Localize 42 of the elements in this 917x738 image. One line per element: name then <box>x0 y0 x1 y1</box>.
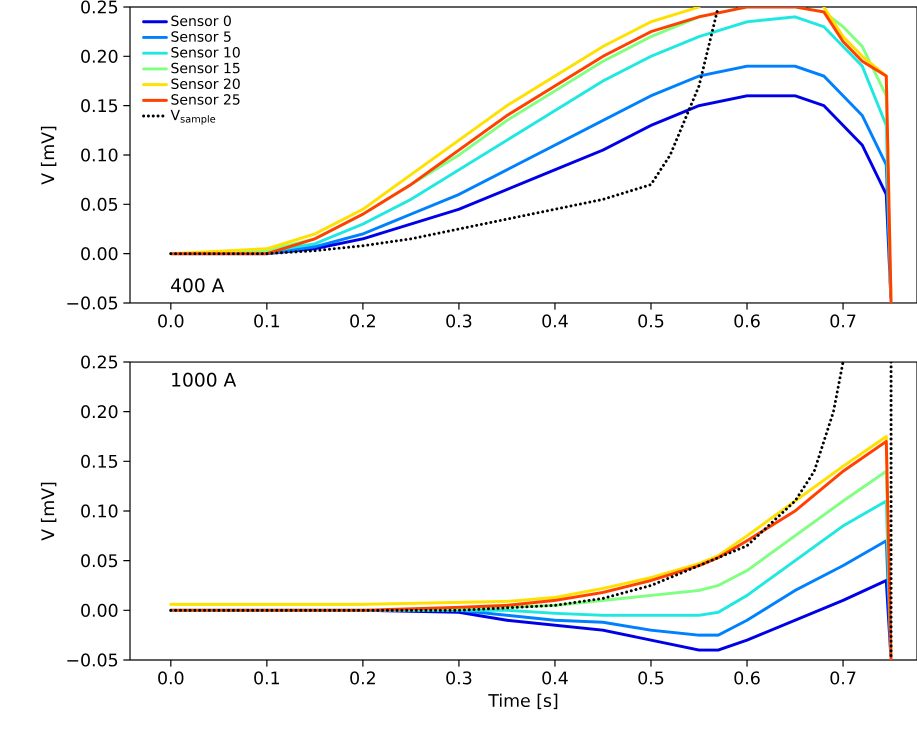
x-tick-label: 0.1 <box>254 314 280 328</box>
y-tick-label: 0.10 <box>81 504 118 518</box>
x-tick-label: 0.2 <box>350 314 375 328</box>
legend-label: Sensor 15 <box>171 62 240 74</box>
y-tick-label: 0.05 <box>81 198 118 211</box>
y-tick-label: −0.05 <box>67 296 118 310</box>
y-tick-label: 0.00 <box>81 247 118 260</box>
y-tick-label: 0.00 <box>81 604 118 617</box>
x-tick-label: 0.0 <box>158 671 184 684</box>
y-tick-label: 0.25 <box>81 0 118 14</box>
x-tick-label: 0.6 <box>734 314 760 328</box>
x-tick-label: 0.1 <box>254 671 280 684</box>
legend-label: Sensor 5 <box>171 31 231 42</box>
x-tick-label: 0.3 <box>446 314 472 328</box>
x-tick-label: 0.5 <box>638 314 664 328</box>
legend-label: Sensor 10 <box>171 46 240 58</box>
y-tick-label: 0.05 <box>81 554 118 568</box>
legend-label: V$_{sample}$ <box>170 110 216 125</box>
legend-label: Sensor 25 <box>171 94 240 105</box>
y-tick-label: 0.20 <box>81 405 118 418</box>
x-tick-label: 0.3 <box>446 671 472 684</box>
x-tick-label: 0.7 <box>830 314 856 328</box>
legend-label: Sensor 20 <box>171 78 240 90</box>
x-tick-label: 0.4 <box>542 671 568 684</box>
y-tick-label: 0.25 <box>81 355 118 369</box>
x-tick-label: 0.7 <box>830 671 856 684</box>
y-axis-title: V [mV] <box>40 482 56 541</box>
y-axis-title: V [mV] <box>40 126 56 185</box>
annotation: 400 A <box>171 278 224 292</box>
x-tick-label: 0.6 <box>734 671 760 684</box>
y-tick-label: 0.15 <box>81 454 118 468</box>
y-tick-label: 0.15 <box>81 99 118 112</box>
y-tick-label: 0.10 <box>81 148 118 162</box>
y-tick-label: 0.20 <box>81 50 118 63</box>
annotation: 1000 A <box>172 372 236 387</box>
legend-label: Sensor 0 <box>171 16 231 26</box>
x-tick-label: 0.5 <box>638 671 664 684</box>
y-tick-label: −0.05 <box>67 653 118 667</box>
x-tick-label: 0.0 <box>158 314 184 328</box>
x-tick-label: 0.2 <box>350 671 375 684</box>
x-tick-label: 0.4 <box>542 314 568 328</box>
x-axis-title: Time [s] <box>488 694 558 710</box>
